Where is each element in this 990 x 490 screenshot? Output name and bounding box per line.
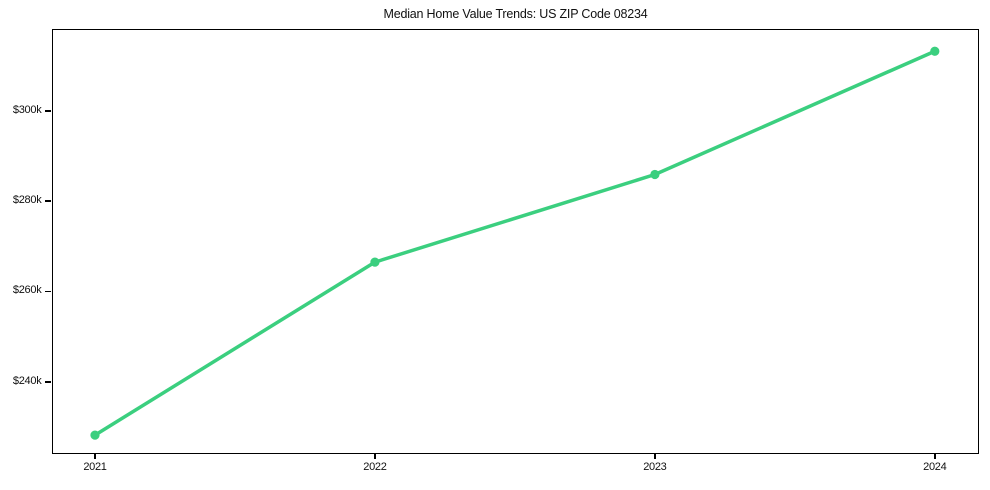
data-point-marker <box>90 430 100 440</box>
x-tick-mark <box>94 453 96 460</box>
y-tick-mark <box>45 200 52 202</box>
line-series <box>93 49 937 437</box>
y-tick-mark <box>45 110 52 112</box>
y-tick-mark <box>45 290 52 293</box>
x-tick-mark <box>654 453 656 460</box>
y-tick-label: $280k <box>12 194 42 207</box>
y-tick-label: $260k <box>12 284 42 297</box>
x-tick-label: 2024 <box>923 460 947 473</box>
y-tick-label: $240k <box>12 374 42 387</box>
x-tick-mark <box>374 453 376 460</box>
plot-area: $240k $260k $280k $300k 2021 2022 2023 2024 <box>13 29 979 473</box>
chart-title: Median Home Value Trends: US ZIP Code 08… <box>383 7 648 21</box>
x-tick-label: 2021 <box>83 460 107 473</box>
x-tick-label: 2022 <box>363 460 387 473</box>
data-point-marker <box>930 46 940 56</box>
y-tick-mark <box>45 381 52 383</box>
data-point-marker <box>370 257 380 267</box>
x-tick-mark <box>934 453 936 460</box>
plot-canvas <box>90 46 940 440</box>
data-point-marker <box>650 169 660 180</box>
x-tick-label: 2023 <box>643 460 667 473</box>
y-tick-label: $300k <box>12 103 42 116</box>
